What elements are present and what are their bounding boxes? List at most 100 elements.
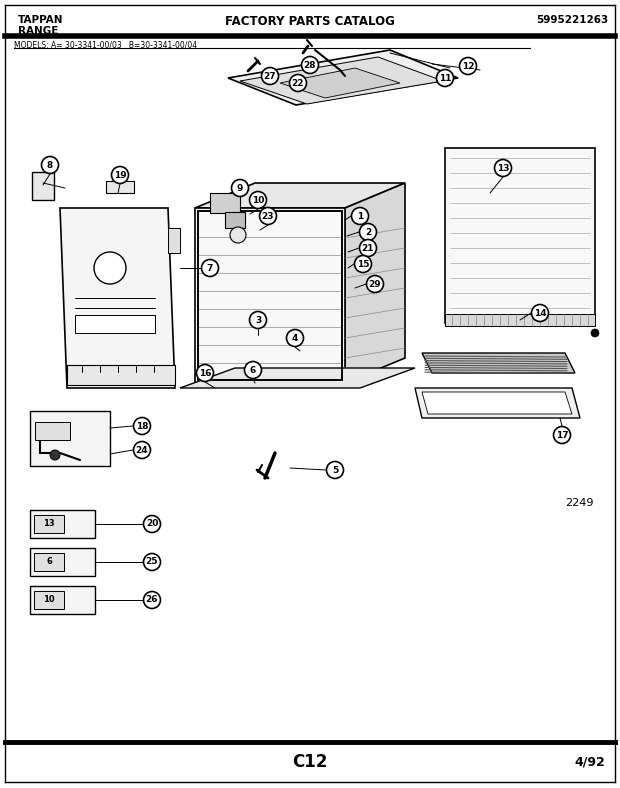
Text: 17: 17: [556, 430, 569, 440]
Circle shape: [531, 304, 549, 322]
Bar: [30, 411, 110, 466]
Circle shape: [133, 441, 151, 459]
Text: 21: 21: [361, 243, 374, 252]
Text: 3: 3: [255, 315, 261, 325]
Circle shape: [459, 58, 477, 75]
Circle shape: [360, 240, 376, 257]
Bar: [32, 172, 54, 200]
Circle shape: [554, 426, 570, 444]
Text: 5: 5: [332, 466, 338, 474]
Text: 6: 6: [46, 557, 52, 567]
Circle shape: [327, 462, 343, 478]
Text: 29: 29: [369, 280, 381, 288]
Bar: [210, 193, 240, 213]
Text: 28: 28: [304, 61, 316, 69]
Polygon shape: [280, 68, 400, 98]
Polygon shape: [345, 183, 405, 383]
Circle shape: [436, 69, 453, 87]
Bar: [30, 548, 95, 576]
Circle shape: [249, 311, 267, 329]
Circle shape: [495, 159, 512, 177]
Polygon shape: [422, 392, 572, 414]
Bar: [168, 228, 180, 253]
Bar: [198, 211, 342, 380]
Text: C12: C12: [292, 753, 328, 771]
Circle shape: [143, 515, 161, 533]
Text: eReplacementParts.com: eReplacementParts.com: [241, 283, 368, 293]
Text: 10: 10: [43, 596, 55, 604]
Text: 4: 4: [292, 333, 298, 343]
Bar: [195, 208, 345, 383]
Polygon shape: [422, 353, 575, 373]
Polygon shape: [60, 208, 175, 388]
Text: 19: 19: [113, 170, 126, 180]
Text: 16: 16: [199, 369, 211, 377]
Text: 6: 6: [250, 366, 256, 374]
Text: 13: 13: [43, 519, 55, 529]
Circle shape: [197, 365, 213, 381]
Bar: [30, 586, 95, 614]
Text: 13: 13: [497, 163, 509, 173]
Bar: [67, 365, 175, 385]
Circle shape: [42, 157, 58, 173]
Text: 22: 22: [292, 79, 304, 87]
Polygon shape: [180, 368, 415, 388]
Text: 5995221263: 5995221263: [536, 15, 608, 25]
Text: 11: 11: [439, 73, 451, 83]
Circle shape: [249, 191, 267, 209]
Polygon shape: [228, 50, 458, 105]
Circle shape: [286, 329, 304, 347]
Circle shape: [244, 362, 262, 378]
Bar: [34, 553, 64, 571]
Polygon shape: [445, 148, 595, 323]
Text: FACTORY PARTS CATALOG: FACTORY PARTS CATALOG: [225, 15, 395, 28]
Bar: [225, 212, 245, 228]
Circle shape: [262, 68, 278, 84]
Circle shape: [230, 227, 246, 243]
Text: 14: 14: [534, 308, 546, 318]
Text: 12: 12: [462, 61, 474, 70]
Circle shape: [94, 252, 126, 284]
Text: 1: 1: [357, 211, 363, 221]
Text: 2249: 2249: [565, 498, 593, 508]
Text: RANGE: RANGE: [18, 26, 58, 36]
Text: 20: 20: [146, 519, 158, 529]
Text: TAPPAN: TAPPAN: [18, 15, 63, 25]
Text: 7: 7: [207, 263, 213, 273]
Text: MODELS: A= 30-3341-00/03   B=30-3341-00/04: MODELS: A= 30-3341-00/03 B=30-3341-00/04: [14, 40, 197, 49]
Circle shape: [360, 224, 376, 240]
Text: 9: 9: [237, 184, 243, 192]
Circle shape: [591, 329, 599, 337]
Text: 8: 8: [47, 161, 53, 169]
Bar: [106, 181, 134, 193]
Circle shape: [231, 180, 249, 196]
Circle shape: [143, 592, 161, 608]
Circle shape: [301, 57, 319, 73]
Text: 2: 2: [365, 228, 371, 236]
Bar: [445, 314, 595, 326]
Circle shape: [112, 166, 128, 184]
Text: 4/92: 4/92: [574, 756, 605, 768]
Text: 24: 24: [136, 445, 148, 455]
Circle shape: [355, 255, 371, 273]
Bar: [30, 510, 95, 538]
Text: 25: 25: [146, 557, 158, 567]
Circle shape: [352, 207, 368, 225]
Circle shape: [202, 259, 218, 277]
Bar: [34, 591, 64, 609]
Circle shape: [260, 207, 277, 225]
Text: 27: 27: [264, 72, 277, 80]
Text: 26: 26: [146, 596, 158, 604]
Circle shape: [290, 75, 306, 91]
Circle shape: [366, 276, 384, 292]
Bar: [34, 515, 64, 533]
Text: 10: 10: [252, 195, 264, 205]
Polygon shape: [415, 388, 580, 418]
Text: 23: 23: [262, 211, 274, 221]
Text: 18: 18: [136, 422, 148, 430]
Polygon shape: [240, 57, 443, 104]
Circle shape: [133, 418, 151, 434]
Circle shape: [50, 450, 60, 460]
Bar: [75, 315, 155, 333]
Text: 15: 15: [356, 259, 370, 269]
